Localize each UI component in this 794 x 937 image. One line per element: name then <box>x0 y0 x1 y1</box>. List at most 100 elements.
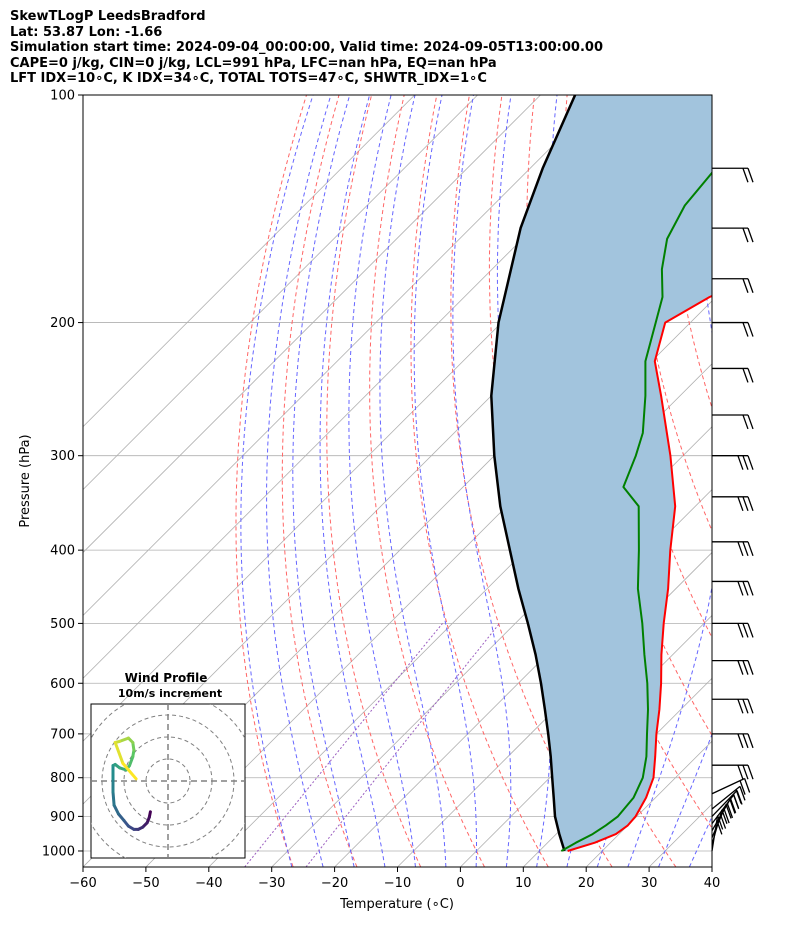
barb-feather <box>742 541 749 557</box>
x-tick-label: 30 <box>641 876 658 891</box>
barb-feather <box>737 623 744 638</box>
moist-adiabat <box>319 95 386 867</box>
barb-feather <box>742 733 749 749</box>
barb-feather <box>742 278 749 293</box>
wind-barb <box>712 764 754 780</box>
x-tick-label: 40 <box>704 876 721 891</box>
x-tick-label: −60 <box>69 876 96 891</box>
wind-barb <box>712 367 754 383</box>
location-line: Lat: 53.87 Lon: -1.66 <box>10 24 163 40</box>
hodograph-ring <box>145 758 191 804</box>
dry-adiabat <box>369 95 485 867</box>
y-tick-label: 600 <box>50 677 75 692</box>
cape-line: CAPE=0 j/kg, CIN=0 j/kg, LCL=991 hPa, LF… <box>10 55 497 71</box>
wind-barb <box>712 278 754 293</box>
barb-feather <box>742 455 749 470</box>
dry-adiabat <box>763 95 794 867</box>
y-tick-label: 100 <box>50 89 75 104</box>
isotherm <box>397 551 712 867</box>
barb-feather <box>747 699 754 714</box>
hodograph-segment <box>128 755 135 768</box>
barb-feather <box>747 414 754 430</box>
dry-adiabat <box>281 95 358 867</box>
barb-feather <box>747 541 754 557</box>
x-axis-label: Temperature (∘C) <box>339 897 454 912</box>
profile-lines <box>490 95 712 852</box>
barb-feather <box>719 814 727 829</box>
x-tick-label: −10 <box>384 876 411 891</box>
dewpoint-line <box>560 171 712 852</box>
x-tick-label: −20 <box>321 876 348 891</box>
hodograph-segment <box>118 736 130 743</box>
moist-adiabat <box>658 733 712 867</box>
barb-feather <box>742 699 749 714</box>
barb-staff <box>711 785 741 810</box>
barb-feather <box>747 623 754 638</box>
hodograph-subtitle: 10m/s increment <box>118 687 222 700</box>
x-tick-label: −40 <box>195 876 222 891</box>
mixing-ratio-line <box>244 623 443 867</box>
barb-feather <box>729 799 736 814</box>
y-tick-label: 700 <box>50 727 75 742</box>
barb-feather <box>736 790 743 805</box>
barb-feather <box>739 786 746 801</box>
barb-feather <box>747 227 754 243</box>
barb-feather <box>717 815 724 830</box>
moist-adiabat <box>348 95 416 867</box>
isotherm <box>711 866 712 867</box>
wind-barb <box>712 167 754 183</box>
barb-feather <box>737 496 744 512</box>
y-tick-label: 500 <box>50 617 75 632</box>
y-tick-label: 900 <box>50 810 75 825</box>
wind-barb <box>712 227 754 243</box>
barb-feather <box>742 168 749 183</box>
chart-header: SkewTLogP LeedsBradford Lat: 53.87 Lon: … <box>10 9 603 87</box>
x-tick-label: −30 <box>258 876 285 891</box>
y-tick-label: 200 <box>50 316 75 331</box>
barb-feather <box>747 496 754 512</box>
moist-adiabat <box>292 95 355 867</box>
barb-feather <box>747 581 754 596</box>
dry-adiabat <box>410 95 549 867</box>
y-tick-label: 300 <box>50 449 75 464</box>
hodograph-plot <box>91 704 245 858</box>
isotherm <box>334 489 712 867</box>
barb-feather <box>747 278 754 293</box>
hodograph-segment <box>111 790 116 807</box>
isotherm <box>83 95 415 428</box>
hodograph-inset <box>90 703 246 859</box>
barb-feather <box>730 798 737 814</box>
isotherm <box>83 95 541 554</box>
barb-feather <box>737 455 744 470</box>
parcel-shading <box>491 95 712 851</box>
hodograph-segment <box>113 741 125 765</box>
dry-adiabat <box>730 95 794 867</box>
hodograph-title: Wind Profile <box>125 671 208 685</box>
hodograph-segment <box>121 761 138 781</box>
barb-feather <box>747 764 754 780</box>
wind-barb <box>712 698 754 714</box>
index-line: LFT IDX=10∘C, K IDX=34∘C, TOTAL TOTS=47∘… <box>10 71 487 86</box>
isotherm <box>775 95 794 867</box>
barb-feather <box>716 820 723 835</box>
wind-barb <box>712 659 754 675</box>
barb-feather <box>747 660 754 675</box>
barb-feather <box>725 804 732 819</box>
isotherm <box>83 95 604 616</box>
moist-adiabat <box>720 95 794 867</box>
barb-feather <box>747 168 754 183</box>
wind-barbs <box>711 167 754 852</box>
barb-feather <box>744 778 751 793</box>
dry-adiabat <box>235 95 307 867</box>
wind-barb <box>712 733 754 749</box>
wind-barb <box>712 455 754 470</box>
y-tick-label: 400 <box>50 544 75 559</box>
y-axis-label: Pressure (hPa) <box>18 434 33 527</box>
barb-feather <box>742 623 749 638</box>
barb-feather <box>726 803 734 819</box>
barb-feather <box>721 809 728 824</box>
barb-feather <box>742 368 749 383</box>
moist-adiabat <box>452 95 512 867</box>
dry-adiabat <box>450 95 613 867</box>
isotherm <box>83 95 478 491</box>
